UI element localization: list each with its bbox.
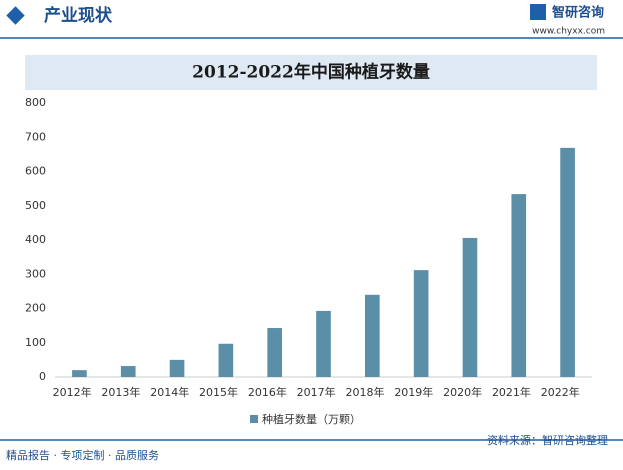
x-tick-label: 2015年 bbox=[199, 385, 238, 399]
y-tick-label: 400 bbox=[25, 233, 46, 246]
x-tick-label: 2018年 bbox=[345, 385, 384, 399]
x-tick-label: 2022年 bbox=[541, 385, 580, 399]
bar bbox=[511, 194, 527, 377]
legend-label: 种植牙数量（万颗） bbox=[262, 412, 361, 426]
x-tick-label: 2013年 bbox=[101, 385, 140, 399]
x-tick-label: 2019年 bbox=[394, 385, 433, 399]
title-box bbox=[25, 55, 597, 90]
y-tick-label: 0 bbox=[39, 370, 46, 383]
bar bbox=[462, 237, 478, 377]
logo-url: www.chyxx.com bbox=[532, 27, 605, 37]
y-tick-label: 600 bbox=[25, 165, 46, 178]
bar bbox=[218, 343, 234, 377]
y-tick-label: 700 bbox=[25, 130, 46, 143]
legend-swatch bbox=[250, 415, 258, 423]
y-tick-label: 200 bbox=[25, 302, 46, 315]
bar bbox=[364, 294, 380, 377]
chart-title: 2012-2022年中国种植牙数量 bbox=[192, 62, 430, 83]
header-title: 产业现状 bbox=[44, 5, 113, 26]
source-text: 资料来源：智研咨询整理 bbox=[487, 433, 608, 447]
header-diamond bbox=[6, 6, 25, 25]
x-tick-label: 2014年 bbox=[150, 385, 189, 399]
logo-text: 智研咨询 bbox=[552, 5, 604, 21]
y-tick-label: 100 bbox=[25, 336, 46, 349]
x-tick-label: 2016年 bbox=[248, 385, 287, 399]
footer-text: 精品报告 · 专项定制 · 品质服务 bbox=[6, 448, 159, 462]
bar bbox=[169, 359, 185, 377]
y-tick-label: 800 bbox=[25, 96, 46, 109]
bar bbox=[316, 310, 331, 377]
bar bbox=[120, 366, 136, 377]
y-tick-label: 300 bbox=[25, 267, 46, 280]
bar bbox=[72, 370, 87, 377]
y-tick-label: 500 bbox=[25, 199, 46, 212]
logo-icon bbox=[530, 4, 546, 20]
bar bbox=[413, 270, 429, 377]
x-tick-label: 2017年 bbox=[297, 385, 336, 399]
x-tick-label: 2012年 bbox=[53, 385, 92, 399]
bar bbox=[560, 147, 575, 377]
x-tick-label: 2021年 bbox=[492, 385, 531, 399]
bar bbox=[267, 328, 283, 377]
x-tick-label: 2020年 bbox=[443, 385, 482, 399]
